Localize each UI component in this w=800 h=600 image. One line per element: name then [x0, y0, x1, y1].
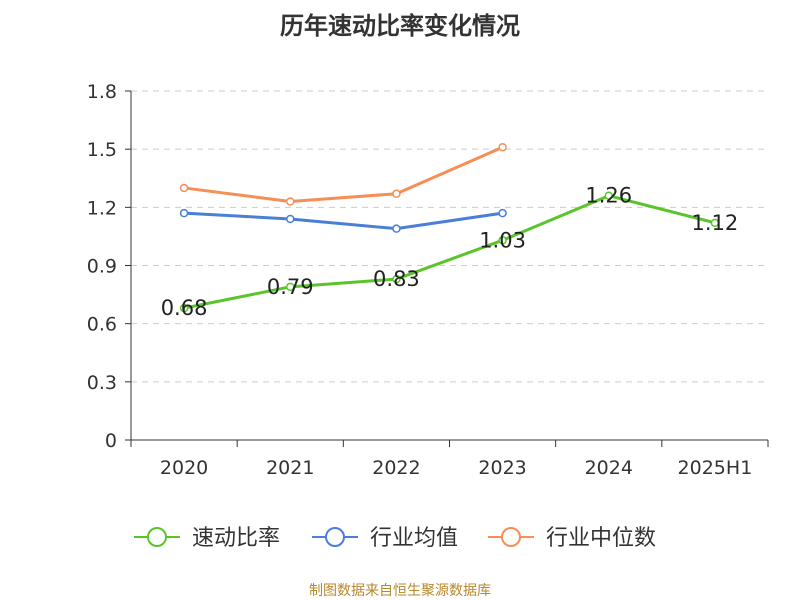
y-tick-label: 1.2: [87, 197, 117, 219]
data-point: [179, 183, 189, 193]
y-tick-label: 0.6: [87, 314, 117, 336]
x-tick-label: 2020: [160, 457, 208, 479]
data-label: 0.68: [161, 296, 208, 320]
source-footer: 制图数据来自恒生聚源数据库: [309, 583, 491, 599]
x-tick-label: 2024: [585, 457, 633, 479]
x-tick-label: 2022: [372, 457, 420, 479]
x-tick-label: 2021: [266, 457, 314, 479]
y-tick-label: 1.5: [87, 139, 117, 161]
legend-label: 行业均值: [370, 526, 458, 551]
data-point: [392, 274, 401, 284]
y-tick-label: 1.8: [87, 81, 117, 103]
data-point: [604, 191, 613, 200]
series-line: [183, 145, 504, 204]
y-tick-label: 0.9: [87, 256, 117, 278]
legend-marker: [501, 527, 521, 547]
x-tick-label: 2023: [478, 457, 526, 479]
data-point: [179, 303, 189, 313]
x-tick-label: 2025H1: [678, 457, 753, 479]
series-line: [184, 211, 503, 231]
data-label: 0.83: [373, 267, 420, 291]
legend-label: 行业中位数: [546, 526, 656, 551]
data-point: [179, 208, 189, 218]
data-point: [286, 214, 295, 224]
data-label: 1.26: [585, 184, 632, 208]
y-tick-label: 0.3: [87, 372, 117, 394]
data-point: [286, 282, 295, 292]
legend-label: 速动比率: [192, 526, 280, 551]
data-label: 1.03: [479, 228, 526, 252]
series-line: [183, 194, 716, 310]
data-point: [498, 142, 507, 152]
y-tick-label: 0: [105, 430, 117, 452]
legend-marker: [325, 527, 345, 547]
legend-marker: [147, 527, 167, 547]
data-label: 1.12: [692, 211, 739, 235]
data-point: [392, 224, 401, 233]
data-point: [710, 218, 720, 228]
chart-title: 历年速动比率变化情况: [280, 12, 520, 40]
data-point: [286, 197, 295, 206]
data-label: 0.79: [267, 275, 314, 299]
data-point: [392, 189, 401, 199]
data-point: [498, 236, 507, 245]
data-point: [498, 208, 507, 218]
